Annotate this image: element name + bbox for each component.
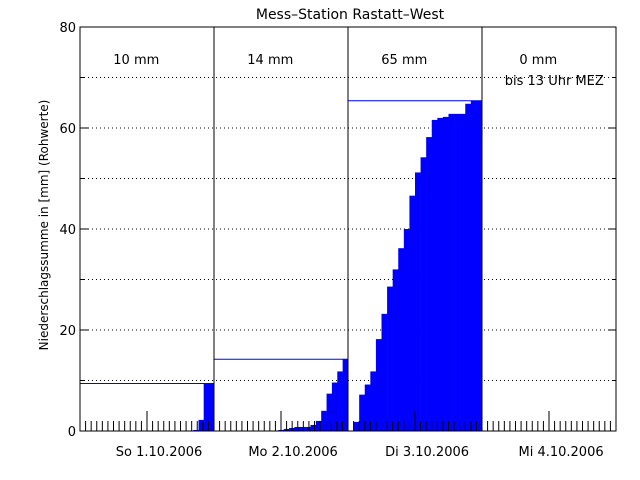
bar xyxy=(359,394,366,431)
bar xyxy=(426,137,433,431)
day-note: bis 13 Uhr MEZ xyxy=(505,74,604,89)
bar xyxy=(387,286,393,431)
bar xyxy=(310,424,317,431)
x-tick-label: So 1.10.2006 xyxy=(116,445,203,460)
bar xyxy=(321,410,327,431)
bar xyxy=(364,384,371,431)
bar xyxy=(315,420,322,431)
bar xyxy=(442,116,449,431)
bar xyxy=(305,426,311,431)
bar xyxy=(465,103,472,431)
y-tick-label: 60 xyxy=(59,122,76,137)
bar xyxy=(331,382,338,431)
day-total-label: 0 mm xyxy=(519,53,557,68)
bar xyxy=(476,100,483,431)
day-total-label: 14 mm xyxy=(247,53,293,68)
x-tick-label: Di 3.10.2006 xyxy=(385,445,469,460)
x-tick-label: Mi 4.10.2006 xyxy=(518,445,603,460)
y-tick-label: 0 xyxy=(68,425,76,440)
x-tick-label: Mo 2.10.2006 xyxy=(248,445,337,460)
bar xyxy=(454,113,460,432)
bar xyxy=(459,113,466,432)
bar xyxy=(193,429,199,431)
bar xyxy=(337,371,343,431)
y-tick-label: 80 xyxy=(59,21,76,36)
bar xyxy=(431,119,438,432)
bar xyxy=(375,339,382,431)
y-tick-label: 20 xyxy=(59,324,76,339)
chart-title: Mess–Station Rastatt–West xyxy=(256,7,445,23)
y-tick-label: 40 xyxy=(59,223,76,238)
bar xyxy=(409,195,416,431)
bar xyxy=(208,383,215,431)
bar xyxy=(299,426,306,431)
bar xyxy=(198,419,204,431)
bar xyxy=(294,426,301,431)
y-axis-label: Niederschlagssumme in [mm] (Rohwerte) xyxy=(37,100,51,351)
bar xyxy=(342,359,349,431)
bar xyxy=(381,313,388,431)
bar xyxy=(398,248,405,431)
day-total-label: 10 mm xyxy=(113,53,159,68)
bar xyxy=(326,393,333,431)
bar xyxy=(203,383,210,431)
bar xyxy=(370,371,377,431)
day-total-label: 65 mm xyxy=(381,53,427,68)
bar xyxy=(470,100,477,431)
bar xyxy=(420,157,427,432)
bar xyxy=(392,269,399,431)
bar xyxy=(415,172,421,431)
bar xyxy=(448,113,455,432)
bar xyxy=(437,117,444,432)
bar xyxy=(403,229,410,431)
plot-area: 10 mm So 1.10.2006 14 mm Mo 2.10.2006 65 mm D… xyxy=(59,21,617,460)
bar xyxy=(353,421,360,431)
